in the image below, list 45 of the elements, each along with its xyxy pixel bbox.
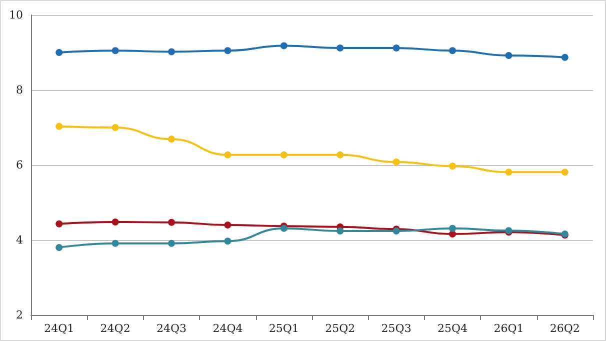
y-tick-label: 4 [16,234,23,246]
x-tick-label: 26Q1 [494,322,524,335]
point [224,151,232,158]
point [112,240,119,247]
point [168,240,175,247]
x-tick-label: 24Q1 [44,322,74,335]
y-tick-label: 8 [16,84,23,96]
point [449,162,456,170]
x-tick-label: 25Q2 [325,322,356,335]
y-tick-label: 10 [9,8,23,22]
point [449,47,456,54]
x-tick-label: 25Q3 [381,322,412,335]
point [561,54,568,61]
y-tick-label: 6 [16,158,23,172]
point [336,44,344,52]
point [112,218,119,226]
x-tick-label: 25Q1 [268,322,299,335]
point [56,244,63,251]
point [561,168,568,176]
point [168,218,175,226]
point [392,158,400,166]
point [56,49,63,56]
x-tick-label: 25Q4 [437,322,468,335]
y-tick-label: 2 [16,308,23,322]
point [505,168,512,176]
point [224,222,232,228]
x-tick-label: 24Q3 [156,322,187,335]
point [280,42,288,50]
point [336,151,344,158]
point [224,238,232,245]
x-tick-label: 24Q4 [212,322,243,335]
point [56,122,63,130]
point [112,124,119,131]
point [168,136,175,143]
point [392,44,400,52]
point [505,52,512,59]
point [112,47,119,54]
x-tick-label: 26Q2 [550,322,580,335]
point [449,224,456,232]
point [336,228,344,234]
point [168,48,175,56]
x-tick-label: 24Q2 [100,322,130,335]
point [280,151,288,158]
point [56,220,63,228]
point [224,47,232,54]
